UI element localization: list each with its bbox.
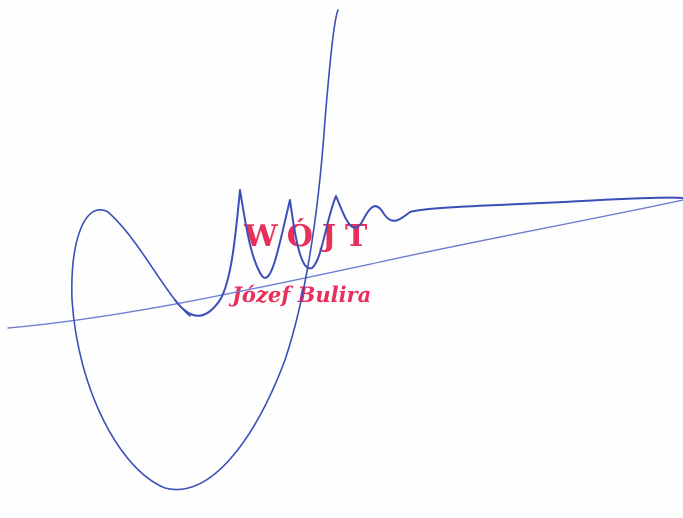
stamp-title: WÓJT	[244, 219, 377, 254]
stamp-name: Józef Bulira	[232, 282, 372, 307]
